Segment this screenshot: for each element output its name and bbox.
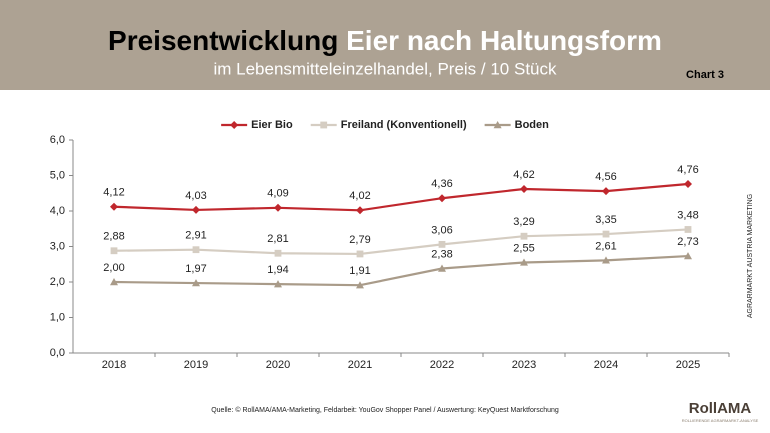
point <box>110 247 118 255</box>
value-label: 4,56 <box>595 171 616 183</box>
point <box>356 206 364 215</box>
value-label: 1,97 <box>185 263 206 275</box>
title-part: Preisentwicklung <box>108 25 338 56</box>
value-label: 4,36 <box>431 178 452 190</box>
point <box>438 240 446 248</box>
value-label: 3,06 <box>431 224 452 236</box>
legend-marker <box>230 121 239 129</box>
point <box>192 246 200 254</box>
value-label: 1,94 <box>267 264 288 276</box>
x-tick-label: 2020 <box>266 359 290 371</box>
series-line <box>113 254 689 287</box>
y-tick-label: 4,0 <box>50 205 65 217</box>
title-part: Eier nach Haltungsform <box>346 25 662 56</box>
value-label: 2,91 <box>185 230 206 242</box>
value-label: 2,38 <box>431 248 452 260</box>
logo: RollAMA <box>689 400 752 417</box>
y-tick-label: 6,0 <box>50 134 65 146</box>
point <box>520 232 528 240</box>
value-label: 2,88 <box>103 231 124 243</box>
point <box>684 252 692 260</box>
value-label: 2,81 <box>267 233 288 245</box>
x-tick-label: 2018 <box>102 359 126 371</box>
point <box>438 264 446 272</box>
point <box>110 202 118 211</box>
point <box>520 184 528 193</box>
point <box>602 256 610 264</box>
point <box>274 249 282 257</box>
logo-tagline: ROLLIERENDE AGRARMARKT-ANALYSE <box>682 418 759 423</box>
point <box>274 280 282 288</box>
series-line <box>113 182 689 212</box>
point <box>520 258 528 266</box>
value-label: 4,12 <box>103 187 124 199</box>
value-label: 3,29 <box>513 216 534 228</box>
value-label: 4,03 <box>185 190 206 202</box>
value-label: 2,00 <box>103 262 124 274</box>
chart-title: Preisentwicklung Eier nach Haltungsform <box>108 25 662 56</box>
legend-marker <box>320 121 328 129</box>
legend-label: Boden <box>515 119 550 131</box>
point <box>684 180 692 189</box>
side-note: AGRARMARKT AUSTRIA MARKETING <box>747 194 754 318</box>
value-label: 4,09 <box>267 188 288 200</box>
value-label: 3,48 <box>677 209 698 221</box>
legend-marker <box>493 121 502 129</box>
legend: Eier Bio Freiland (Konventionell) Boden <box>221 119 549 131</box>
point <box>192 205 200 214</box>
chart-label: Chart 3 <box>686 69 724 81</box>
source: Quelle: © RollAMA/AMA-Marketing, Feldarb… <box>211 406 559 414</box>
value-label: 2,61 <box>595 240 616 252</box>
y-tick-label: 2,0 <box>50 276 65 288</box>
header-band <box>0 0 770 90</box>
value-label: 2,73 <box>677 236 698 248</box>
y-tick-label: 1,0 <box>50 311 65 323</box>
x-tick-label: 2025 <box>676 359 700 371</box>
x-tick-label: 2023 <box>512 359 536 371</box>
point <box>438 194 446 203</box>
point <box>274 203 282 212</box>
series-line <box>113 228 689 256</box>
value-label: 3,35 <box>595 214 616 226</box>
point <box>110 278 118 286</box>
point <box>356 250 364 258</box>
legend-label: Eier Bio <box>251 119 293 131</box>
point <box>602 187 610 196</box>
point <box>602 230 610 238</box>
point <box>192 279 200 287</box>
x-tick-label: 2024 <box>594 359 618 371</box>
y-tick-label: 3,0 <box>50 240 65 252</box>
point <box>356 281 364 289</box>
value-label: 4,62 <box>513 169 534 181</box>
x-tick-label: 2021 <box>348 359 372 371</box>
subtitle: im Lebensmitteleinzelhandel, Preis / 10 … <box>213 59 557 78</box>
value-label: 2,55 <box>513 242 534 254</box>
point <box>684 226 692 233</box>
value-label: 1,91 <box>349 265 370 277</box>
x-tick-label: 2022 <box>430 359 454 371</box>
value-label: 4,02 <box>349 190 370 202</box>
y-tick-label: 5,0 <box>50 169 65 181</box>
x-tick-label: 2019 <box>184 359 208 371</box>
y-tick-label: 0,0 <box>50 347 65 359</box>
legend-label: Freiland (Konventionell) <box>341 119 467 131</box>
value-label: 4,76 <box>677 164 698 176</box>
value-label: 2,79 <box>349 234 370 246</box>
